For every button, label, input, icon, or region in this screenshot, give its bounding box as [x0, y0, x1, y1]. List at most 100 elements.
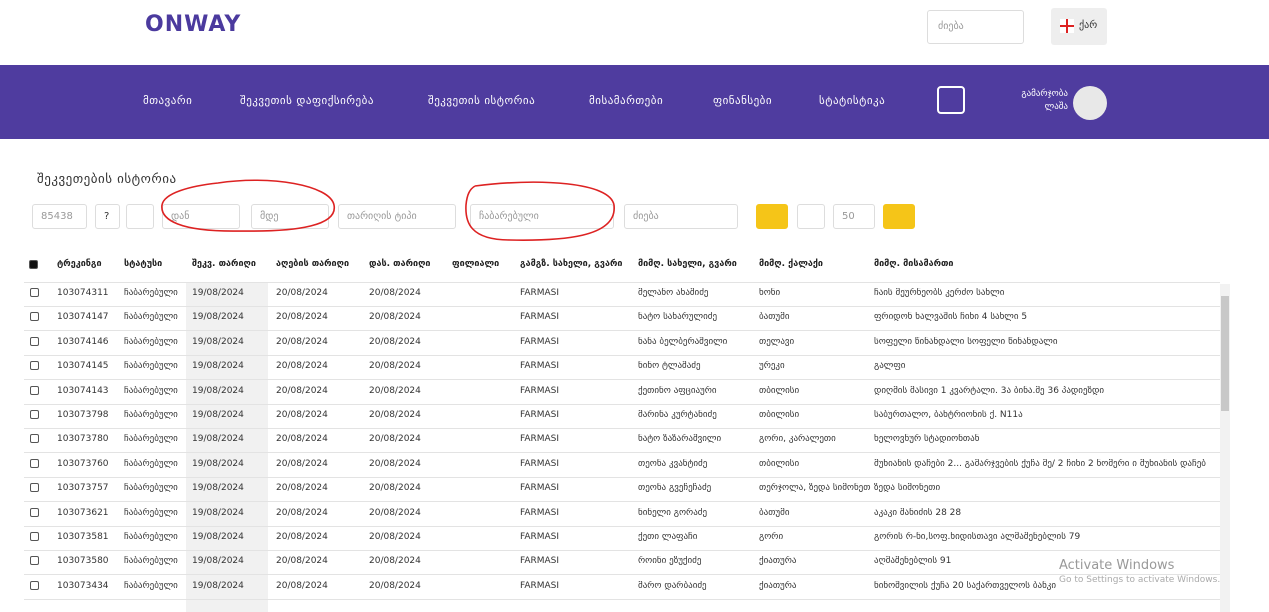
search-field[interactable]: ძიება [624, 204, 738, 229]
cell: 19/08/2024 [192, 507, 244, 518]
column-header[interactable]: მიმღ. ქალაქი [759, 259, 823, 269]
cell: ჩაბარებული [124, 288, 178, 298]
cell: 103073621 [57, 507, 109, 518]
cell: ჩაბარებული [124, 385, 178, 396]
cell: 20/08/2024 [369, 556, 421, 567]
row-checkbox[interactable] [30, 410, 39, 419]
mail-button[interactable] [937, 86, 965, 114]
status-select[interactable]: ჩაბარებული [470, 204, 614, 229]
row-checkbox[interactable] [30, 385, 39, 395]
cell: 103073434 [57, 580, 109, 591]
row-checkbox[interactable] [30, 556, 39, 566]
cell: 19/08/2024 [192, 532, 244, 542]
column-header[interactable]: აღების თარიღი [276, 259, 350, 269]
cell: ჩაბარებული [124, 361, 178, 372]
nav-item[interactable]: სტატისტიკა [819, 94, 886, 107]
scroll-thumb[interactable] [1221, 296, 1229, 411]
nav-item[interactable]: ფინანსები [713, 94, 773, 107]
column-header[interactable]: მიმღ. სახელი, გვარი [638, 259, 737, 269]
cell: 19/08/2024 [192, 385, 244, 396]
to: მდე [260, 211, 279, 222]
row-checkbox[interactable] [30, 580, 39, 590]
cell: FARMASI [520, 336, 560, 347]
navbar [0, 65, 1269, 139]
header-line [24, 282, 1220, 283]
nav-item[interactable]: შეკვეთის დაფიქსირება [240, 94, 374, 107]
row-line [24, 525, 1220, 527]
avatar[interactable] [1073, 86, 1107, 120]
column-header[interactable]: დას. თარიღი [369, 259, 431, 269]
cell: FARMASI [520, 434, 560, 445]
help: ? [104, 211, 110, 222]
cell: ნატო სახარულიძე [638, 312, 718, 323]
nav-item[interactable]: მისამართები [589, 94, 664, 107]
export-button[interactable] [797, 204, 825, 229]
cell: 20/08/2024 [369, 434, 421, 445]
select-all[interactable] [29, 260, 38, 269]
help-button[interactable]: ? [95, 204, 120, 229]
cell: 20/08/2024 [276, 361, 328, 372]
row-checkbox[interactable] [30, 483, 39, 493]
cell: ხელოვნურ სტადიონთან [874, 434, 980, 445]
cell: ჩაბარებული [124, 483, 178, 494]
cell: FARMASI [520, 556, 560, 567]
row-checkbox[interactable] [30, 458, 39, 468]
cell: 20/08/2024 [276, 434, 328, 445]
row-checkbox[interactable] [30, 336, 39, 346]
user-name: ლაშა [1044, 102, 1068, 112]
cell: 103074311 [57, 288, 109, 298]
cell: 20/08/2024 [369, 483, 421, 494]
cell: 20/08/2024 [369, 410, 421, 420]
number: 85438 [41, 211, 73, 222]
cell: FARMASI [520, 385, 560, 396]
row-checkbox[interactable] [30, 288, 39, 297]
cell: 103073760 [57, 458, 109, 469]
row-line [24, 306, 1220, 307]
download-button[interactable] [756, 204, 788, 229]
settings-button[interactable] [883, 204, 915, 229]
row-checkbox[interactable] [30, 434, 39, 444]
date-type-select[interactable]: თარიღის ტიპი [338, 204, 456, 229]
from: დან [171, 211, 190, 222]
column-header[interactable]: გამგზ. სახელი, გვარი [520, 259, 623, 269]
from-date[interactable]: დან [162, 204, 240, 229]
cell: 103074146 [57, 336, 109, 347]
cell: ჩაბარებული [124, 336, 178, 347]
cell: ბათუმი [759, 312, 790, 323]
cell: თელავი [759, 336, 795, 347]
cell: ნანა ბელბერაშვილი [638, 336, 728, 347]
cell: ჩაბარებული [124, 312, 178, 323]
row-checkbox[interactable] [30, 532, 39, 541]
cell: 103073580 [57, 556, 109, 567]
page-size-select[interactable]: 50 [833, 204, 875, 229]
column-header[interactable]: შეკვ. თარიღი [192, 259, 256, 269]
row-checkbox[interactable] [30, 507, 39, 517]
row-checkbox[interactable] [30, 361, 39, 371]
print-button[interactable] [126, 204, 154, 229]
row-line [24, 330, 1220, 332]
cell: ბათუმი [759, 507, 790, 518]
cell: გორი [759, 532, 784, 542]
number-input[interactable]: 85438 [32, 204, 87, 229]
nav-item[interactable]: შეკვეთის ისტორია [428, 94, 536, 107]
cell: ჩაბარებული [124, 556, 178, 567]
nav-item[interactable]: მთავარი [143, 94, 193, 107]
to-date[interactable]: მდე [251, 204, 329, 229]
row-line [24, 452, 1220, 454]
cell: გალფი [874, 361, 906, 372]
column-header[interactable]: მიმღ. მისამართი [874, 259, 954, 269]
cell: თერჯოლა, ზედა სიმონეთი [759, 483, 871, 494]
cell: 103074143 [57, 385, 109, 396]
logo[interactable]: ONWAY [145, 12, 242, 37]
cell: 20/08/2024 [276, 458, 328, 469]
user-greeting[interactable]: გამარჯობა ლაშა [1000, 88, 1068, 114]
row-checkbox[interactable] [30, 312, 39, 322]
column-header[interactable]: ფილიალი [452, 259, 500, 269]
cell: 103074145 [57, 361, 109, 372]
search-input[interactable]: ძიება [927, 10, 1024, 44]
column-header[interactable]: ტრეკინგი [57, 259, 102, 269]
watermark-subtitle: Go to Settings to activate Windows. [1059, 575, 1221, 585]
column-header[interactable]: სტატუსი [124, 259, 163, 269]
cell: თბილისი [759, 410, 800, 420]
